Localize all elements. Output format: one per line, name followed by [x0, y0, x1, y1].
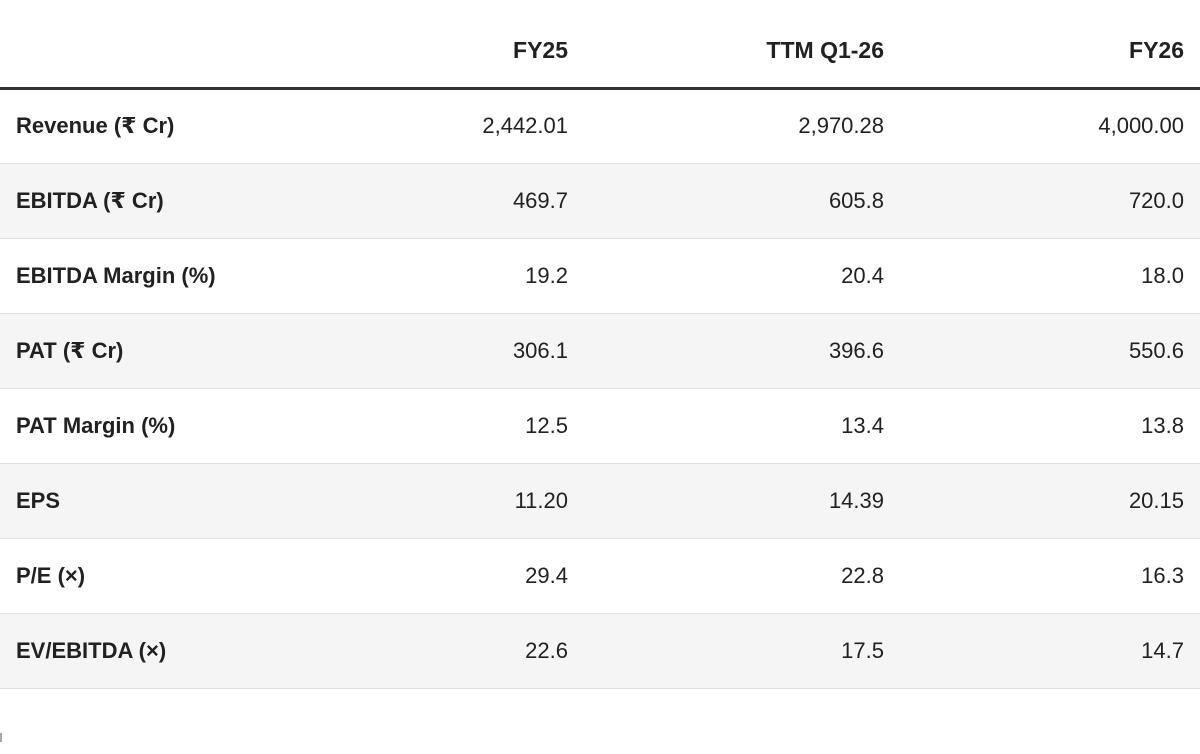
cell-value: 17.5 [584, 613, 900, 689]
cell-value: 29.4 [284, 538, 584, 614]
cell-value: 14.7 [900, 613, 1200, 689]
cell-value: 22.6 [284, 613, 584, 689]
cell-value: 11.20 [284, 463, 584, 539]
cell-value: 396.6 [584, 313, 900, 389]
row-label: P/E (×) [0, 538, 284, 614]
cell-value: 13.4 [584, 388, 900, 464]
row-label: EBITDA (₹ Cr) [0, 163, 284, 239]
table-body: Revenue (₹ Cr) 2,442.01 2,970.28 4,000.00 EB… [0, 88, 1200, 689]
row-label: EPS [0, 463, 284, 539]
column-header-metric [0, 0, 284, 90]
cell-value: 306.1 [284, 313, 584, 389]
financials-table: FY25 TTM Q1-26 FY26 Revenue (₹ Cr) 2,442.… [0, 0, 1200, 689]
cell-value: 4,000.00 [900, 88, 1200, 164]
cell-value: 2,442.01 [284, 88, 584, 164]
header-row: FY25 TTM Q1-26 FY26 [0, 0, 1200, 90]
cell-value: 550.6 [900, 313, 1200, 389]
table-row: P/E (×) 29.4 22.8 16.3 [0, 538, 1200, 614]
cell-value: 14.39 [584, 463, 900, 539]
column-header-fy25: FY25 [284, 0, 584, 90]
row-label: EBITDA Margin (%) [0, 238, 284, 314]
cell-value: 13.8 [900, 388, 1200, 464]
table-row: EV/EBITDA (×) 22.6 17.5 14.7 [0, 613, 1200, 689]
table-row: EPS 11.20 14.39 20.15 [0, 463, 1200, 539]
cell-value: 720.0 [900, 163, 1200, 239]
cell-value: 19.2 [284, 238, 584, 314]
cell-value: 20.4 [584, 238, 900, 314]
cell-value: 2,970.28 [584, 88, 900, 164]
cell-value: 12.5 [284, 388, 584, 464]
table-header: FY25 TTM Q1-26 FY26 [0, 0, 1200, 90]
row-label: PAT Margin (%) [0, 388, 284, 464]
cell-value: 16.3 [900, 538, 1200, 614]
cell-value: 469.7 [284, 163, 584, 239]
cell-value: 22.8 [584, 538, 900, 614]
row-label: EV/EBITDA (×) [0, 613, 284, 689]
column-header-ttm-q1-26: TTM Q1-26 [584, 0, 900, 90]
text-caret [0, 733, 2, 742]
table-row: Revenue (₹ Cr) 2,442.01 2,970.28 4,000.00 [0, 88, 1200, 164]
column-header-fy26: FY26 [900, 0, 1200, 90]
cell-value: 20.15 [900, 463, 1200, 539]
table-row: PAT (₹ Cr) 306.1 396.6 550.6 [0, 313, 1200, 389]
cell-value: 18.0 [900, 238, 1200, 314]
table-row: PAT Margin (%) 12.5 13.4 13.8 [0, 388, 1200, 464]
table-row: EBITDA (₹ Cr) 469.7 605.8 720.0 [0, 163, 1200, 239]
row-label: PAT (₹ Cr) [0, 313, 284, 389]
table-row: EBITDA Margin (%) 19.2 20.4 18.0 [0, 238, 1200, 314]
cell-value: 605.8 [584, 163, 900, 239]
row-label: Revenue (₹ Cr) [0, 88, 284, 164]
